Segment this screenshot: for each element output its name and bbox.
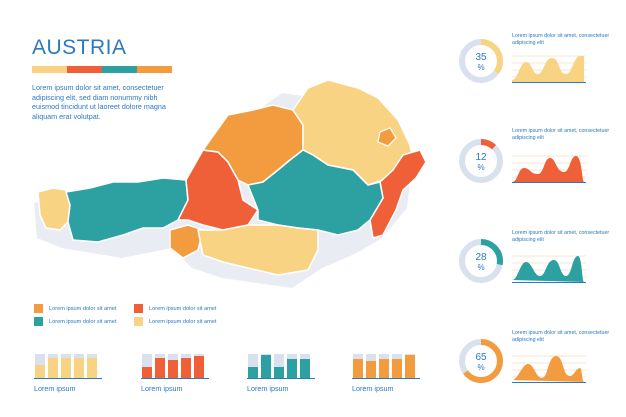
bottom-chart-label: Lorem ipsum — [141, 384, 183, 393]
area-curve-chart — [512, 55, 586, 83]
bar — [155, 358, 165, 378]
progress-donut: 35% — [459, 39, 503, 83]
legend-label: Lorem ipsum dolor sit amet — [49, 305, 117, 312]
legend-swatch-orange — [34, 304, 43, 313]
legend-swatch-yellow — [134, 317, 143, 326]
bottom-bar-chart — [247, 354, 315, 379]
color-strip-orange — [137, 66, 172, 73]
area-curve — [512, 156, 584, 182]
bottom-bar-chart — [352, 354, 420, 379]
area-curve-chart — [512, 155, 586, 183]
legend-swatch-red — [134, 304, 143, 313]
region-tyrol — [65, 177, 189, 243]
bottom-bar-chart — [141, 354, 209, 379]
color-strip — [32, 66, 172, 73]
donut-arc — [459, 39, 503, 83]
legend-item-2: Lorem ipsum dolor sit amet — [134, 304, 216, 313]
color-strip-teal — [102, 66, 137, 73]
legend-label: Lorem ipsum dolor sit amet — [49, 318, 117, 325]
donut-arc — [459, 339, 503, 383]
donut-value: 28 — [475, 252, 487, 263]
page-title: AUSTRIA — [32, 36, 127, 59]
donut-unit: % — [477, 263, 484, 272]
bar — [287, 359, 297, 378]
donut-unit: % — [477, 63, 484, 72]
region-east-tyrol — [169, 224, 204, 259]
side-panel-text: Lorem ipsum dolor sit amet, consectetuer… — [512, 230, 610, 243]
legend-label: Lorem ipsum dolor sit amet — [149, 305, 217, 312]
progress-donut: 65% — [459, 339, 503, 383]
color-strip-yellow — [32, 66, 67, 73]
bar — [87, 358, 97, 378]
progress-donut: 12% — [459, 139, 503, 183]
legend-swatch-teal — [34, 317, 43, 326]
legend-label: Lorem ipsum dolor sit amet — [149, 318, 217, 325]
legend-item-1: Lorem ipsum dolor sit amet — [34, 304, 116, 313]
legend-item-3: Lorem ipsum dolor sit amet — [34, 317, 116, 326]
bar — [142, 367, 152, 378]
donut-arc — [459, 139, 503, 183]
donut-value: 12 — [475, 152, 487, 163]
side-panel-text: Lorem ipsum dolor sit amet, consectetuer… — [512, 33, 610, 46]
austria-map — [34, 79, 427, 288]
bar — [35, 365, 45, 378]
bottom-chart-label: Lorem ipsum — [34, 384, 76, 393]
bar — [274, 367, 284, 378]
bar-track — [248, 354, 258, 378]
region-carinthia — [197, 224, 319, 276]
bar — [261, 355, 271, 378]
donut-unit: % — [477, 163, 484, 172]
bar-track — [274, 354, 284, 378]
bar — [181, 358, 191, 378]
area-curve — [512, 56, 584, 82]
bottom-chart-label: Lorem ipsum — [247, 384, 289, 393]
bar — [405, 355, 415, 378]
bottom-bar-chart — [34, 354, 102, 379]
area-curve-chart — [512, 255, 586, 283]
region-vienna — [377, 127, 397, 147]
side-panel-text: Lorem ipsum dolor sit amet, consectetuer… — [512, 330, 610, 343]
donut-value: 65 — [475, 352, 487, 363]
bottom-chart-label: Lorem ipsum — [352, 384, 394, 393]
description-text: Lorem ipsum dolor sit amet, consectetuer… — [32, 83, 166, 121]
area-curve — [512, 256, 584, 282]
bar — [48, 358, 58, 378]
bar — [300, 359, 310, 378]
legend-item-4: Lorem ipsum dolor sit amet — [134, 317, 216, 326]
progress-donut: 28% — [459, 239, 503, 283]
bar — [248, 367, 258, 378]
bar — [379, 359, 389, 378]
side-panel-text: Lorem ipsum dolor sit amet, consectetuer… — [512, 128, 610, 141]
bar — [194, 356, 204, 378]
area-curve — [512, 356, 584, 382]
bar-track — [142, 354, 152, 378]
bar — [366, 361, 376, 378]
bar — [392, 359, 402, 378]
bar — [168, 360, 178, 378]
bar — [353, 359, 363, 378]
bar — [61, 358, 71, 378]
donut-arc — [459, 239, 503, 283]
color-strip-red — [67, 66, 102, 73]
area-curve-chart — [512, 355, 586, 383]
donut-value: 35 — [475, 52, 487, 63]
bar — [74, 358, 84, 378]
donut-unit: % — [477, 363, 484, 372]
